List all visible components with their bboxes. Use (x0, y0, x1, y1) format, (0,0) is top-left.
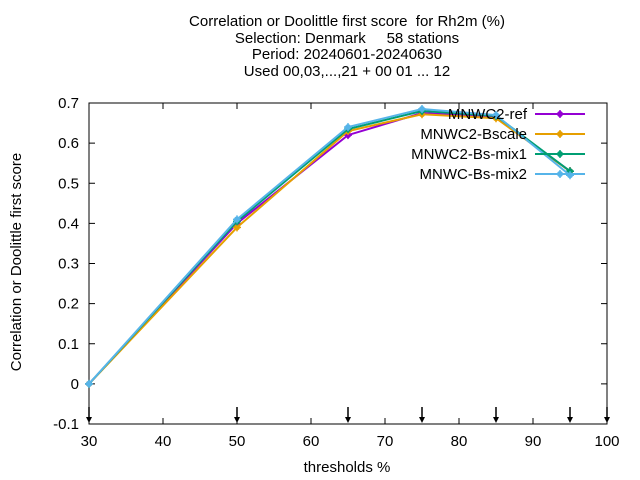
title-line-1: Correlation or Doolittle first score for… (189, 13, 505, 30)
series-line (88, 108, 571, 385)
data-point (85, 379, 93, 388)
y-tick-label: 0 (71, 376, 79, 393)
legend-entry: MNWC2-Bscale (420, 126, 585, 143)
legend-entry: MNWC-Bs-mix2 (420, 166, 585, 183)
y-tick-label: 0.6 (58, 135, 79, 152)
series-mnwc-bs-mix2 (85, 105, 574, 388)
chart-title: Correlation or Doolittle first score for… (0, 13, 640, 80)
series-lines (85, 105, 574, 388)
legend-entry: MNWC2-Bs-mix1 (411, 146, 585, 163)
y-tick-label: 0.1 (58, 336, 79, 353)
x-tick-label: 30 (81, 433, 98, 450)
plot-border (88, 102, 608, 425)
data-point (344, 123, 352, 132)
x-tick-label: 40 (155, 433, 172, 450)
y-tick-label: 0.5 (58, 175, 79, 192)
title-line-3: Period: 20240601-20240630 (251, 46, 443, 63)
legend: MNWC2-ref MNWC2-Bscale MNWC2-Bs-mix1 MNWC-B… (411, 106, 585, 183)
data-point (418, 105, 426, 114)
y-tick-label: 0.4 (58, 215, 79, 232)
y-tick-label: 0.2 (58, 296, 79, 313)
x-tick-label: 90 (525, 433, 542, 450)
legend-label: MNWC2-Bscale (420, 126, 527, 143)
axis-ticks: -0.1 0 0.1 0.2 0.3 0.4 0.5 0.6 0.7 30 40 50 60 70 80 90… (53, 95, 619, 450)
threshold-arrow-icon (604, 407, 610, 423)
data-point (556, 110, 564, 118)
threshold-arrow-icon (86, 407, 92, 423)
series-line (88, 113, 571, 385)
data-point (556, 170, 564, 178)
legend-label: MNWC2-Bs-mix1 (411, 146, 527, 163)
data-point (492, 111, 500, 120)
plot-frame (88, 102, 608, 425)
x-tick-label: 80 (451, 433, 468, 450)
data-point (556, 130, 564, 138)
x-tick-label: 70 (377, 433, 394, 450)
threshold-arrow-icon (234, 407, 240, 423)
data-point (233, 215, 241, 224)
y-tick-label: 0.3 (58, 256, 79, 273)
y-tick-label: 0.7 (58, 95, 79, 112)
legend-entry: MNWC2-ref (448, 106, 585, 123)
threshold-markers (86, 407, 610, 423)
x-axis-label: thresholds % (304, 459, 391, 476)
x-tick-label: 100 (594, 433, 619, 450)
y-tick-label: -0.1 (53, 416, 79, 433)
x-tick-label: 60 (303, 433, 320, 450)
threshold-arrow-icon (345, 407, 351, 423)
y-axis-label: Correlation or Doolittle first score (8, 153, 25, 371)
data-point (556, 150, 564, 158)
threshold-arrow-icon (567, 407, 573, 423)
threshold-arrow-icon (493, 407, 499, 423)
title-line-2: Selection: Denmark 58 stations (234, 29, 460, 47)
x-tick-label: 50 (229, 433, 246, 450)
legend-label: MNWC-Bs-mix2 (420, 166, 527, 183)
legend-label: MNWC2-ref (448, 106, 528, 123)
data-point (233, 223, 241, 232)
threshold-arrow-icon (419, 407, 425, 423)
title-line-4: Used 00,03,...,21 + 00 01 ... 12 (243, 62, 451, 80)
